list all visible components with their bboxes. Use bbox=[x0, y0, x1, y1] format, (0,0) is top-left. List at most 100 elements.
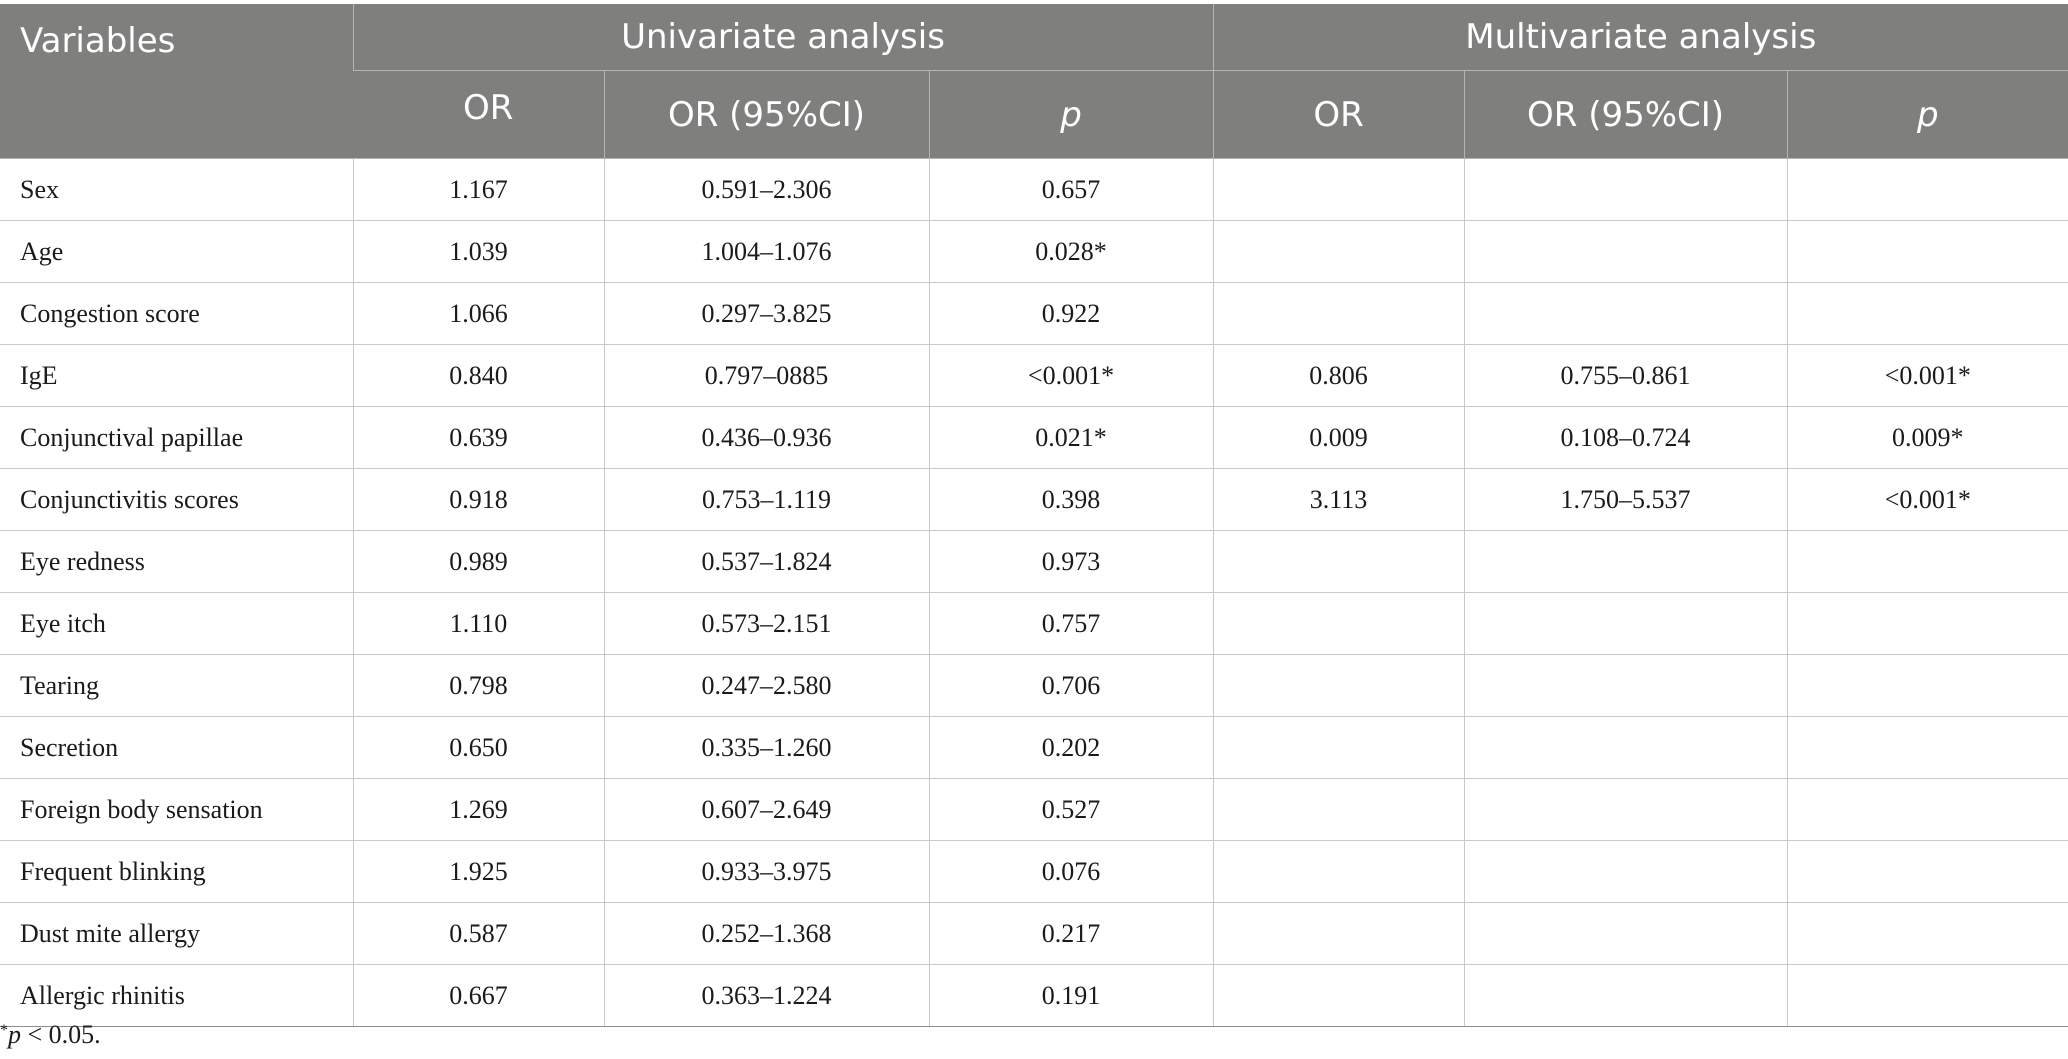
header-univariate: Univariate analysis bbox=[352, 4, 1214, 71]
cell-univariate-ci: 0.591–2.306 bbox=[603, 158, 930, 221]
cell-univariate-or: 1.925 bbox=[352, 840, 605, 903]
table-row: Congestion score 1.066 0.297–3.825 0.922 bbox=[0, 282, 2068, 345]
cell-univariate-or: 1.066 bbox=[352, 282, 605, 345]
cell-univariate-ci: 0.247–2.580 bbox=[603, 654, 930, 717]
cell-univariate-ci: 0.607–2.649 bbox=[603, 778, 930, 841]
header-multivariate-p: p bbox=[1786, 70, 2068, 159]
cell-univariate-p: 0.398 bbox=[928, 468, 1214, 531]
cell-univariate-or: 0.587 bbox=[352, 902, 605, 965]
cell-univariate-p: 0.706 bbox=[928, 654, 1214, 717]
footnote: *p < 0.05. bbox=[0, 1020, 101, 1050]
cell-multivariate-p bbox=[1786, 654, 2068, 717]
cell-multivariate-or bbox=[1212, 158, 1465, 221]
footnote-text: < 0.05. bbox=[21, 1020, 101, 1049]
cell-variable: Conjunctivitis scores bbox=[0, 468, 354, 531]
cell-univariate-ci: 0.797–0885 bbox=[603, 344, 930, 407]
cell-multivariate-ci bbox=[1463, 592, 1788, 655]
cell-multivariate-ci bbox=[1463, 282, 1788, 345]
cell-univariate-or: 0.667 bbox=[352, 964, 605, 1027]
cell-univariate-or: 1.269 bbox=[352, 778, 605, 841]
cell-univariate-p: 0.757 bbox=[928, 592, 1214, 655]
cell-multivariate-p bbox=[1786, 158, 2068, 221]
cell-univariate-p: <0.001* bbox=[928, 344, 1214, 407]
cell-variable: Conjunctival papillae bbox=[0, 406, 354, 469]
cell-multivariate-ci bbox=[1463, 902, 1788, 965]
cell-multivariate-p bbox=[1786, 840, 2068, 903]
cell-multivariate-ci bbox=[1463, 778, 1788, 841]
cell-multivariate-p: <0.001* bbox=[1786, 344, 2068, 407]
cell-univariate-or: 0.840 bbox=[352, 344, 605, 407]
table-row: Age 1.039 1.004–1.076 0.028* bbox=[0, 220, 2068, 283]
header-variables: Variables bbox=[0, 4, 353, 159]
cell-variable: Dust mite allergy bbox=[0, 902, 354, 965]
cell-univariate-ci: 1.004–1.076 bbox=[603, 220, 930, 283]
cell-multivariate-p bbox=[1786, 282, 2068, 345]
cell-multivariate-p bbox=[1786, 964, 2068, 1027]
table-row: Foreign body sensation 1.269 0.607–2.649 0.… bbox=[0, 778, 2068, 841]
cell-multivariate-ci bbox=[1463, 840, 1788, 903]
cell-univariate-p: 0.028* bbox=[928, 220, 1214, 283]
cell-univariate-or: 1.110 bbox=[352, 592, 605, 655]
cell-univariate-or: 0.650 bbox=[352, 716, 605, 779]
cell-variable: Age bbox=[0, 220, 354, 283]
header-univariate-ci: OR (95%CI) bbox=[603, 70, 929, 159]
table-row: Sex 1.167 0.591–2.306 0.657 bbox=[0, 158, 2068, 221]
cell-multivariate-or bbox=[1212, 902, 1465, 965]
cell-univariate-p: 0.922 bbox=[928, 282, 1214, 345]
cell-multivariate-or: 0.806 bbox=[1212, 344, 1465, 407]
results-table: Variables Univariate analysis Multivaria… bbox=[0, 4, 2068, 1027]
cell-multivariate-or bbox=[1212, 778, 1465, 841]
cell-multivariate-ci: 0.755–0.861 bbox=[1463, 344, 1788, 407]
cell-multivariate-or bbox=[1212, 592, 1465, 655]
cell-multivariate-p bbox=[1786, 220, 2068, 283]
cell-univariate-p: 0.527 bbox=[928, 778, 1214, 841]
table-row: Eye itch 1.110 0.573–2.151 0.757 bbox=[0, 592, 2068, 655]
cell-multivariate-ci bbox=[1463, 964, 1788, 1027]
cell-multivariate-or bbox=[1212, 530, 1465, 593]
cell-multivariate-or bbox=[1212, 964, 1465, 1027]
cell-univariate-ci: 0.537–1.824 bbox=[603, 530, 930, 593]
cell-multivariate-or: 3.113 bbox=[1212, 468, 1465, 531]
cell-multivariate-p bbox=[1786, 902, 2068, 965]
header-multivariate-ci: OR (95%CI) bbox=[1463, 70, 1788, 159]
cell-multivariate-or: 0.009 bbox=[1212, 406, 1465, 469]
cell-multivariate-ci bbox=[1463, 158, 1788, 221]
cell-multivariate-or bbox=[1212, 716, 1465, 779]
cell-univariate-p: 0.021* bbox=[928, 406, 1214, 469]
cell-variable: Foreign body sensation bbox=[0, 778, 354, 841]
cell-variable: Tearing bbox=[0, 654, 354, 717]
cell-univariate-ci: 0.335–1.260 bbox=[603, 716, 930, 779]
cell-multivariate-or bbox=[1212, 282, 1465, 345]
table-body: Sex 1.167 0.591–2.306 0.657 Age 1.039 1.004–1.… bbox=[0, 158, 2068, 1027]
cell-multivariate-p bbox=[1786, 716, 2068, 779]
cell-multivariate-or bbox=[1212, 220, 1465, 283]
header-multivariate: Multivariate analysis bbox=[1212, 4, 2068, 71]
cell-univariate-or: 0.798 bbox=[352, 654, 605, 717]
cell-multivariate-p: 0.009* bbox=[1786, 406, 2068, 469]
header-multivariate-or: OR bbox=[1212, 70, 1465, 159]
cell-univariate-ci: 0.933–3.975 bbox=[603, 840, 930, 903]
table-row: Tearing 0.798 0.247–2.580 0.706 bbox=[0, 654, 2068, 717]
cell-univariate-p: 0.973 bbox=[928, 530, 1214, 593]
header-univariate-p: p bbox=[928, 70, 1214, 159]
table-row: Conjunctivitis scores 0.918 0.753–1.119 0.3… bbox=[0, 468, 2068, 531]
cell-univariate-p: 0.076 bbox=[928, 840, 1214, 903]
table-row: Eye redness 0.989 0.537–1.824 0.973 bbox=[0, 530, 2068, 593]
cell-multivariate-ci bbox=[1463, 530, 1788, 593]
cell-multivariate-or bbox=[1212, 654, 1465, 717]
table-row: Allergic rhinitis 0.667 0.363–1.224 0.191 bbox=[0, 964, 2068, 1027]
cell-univariate-ci: 0.252–1.368 bbox=[603, 902, 930, 965]
cell-variable: Allergic rhinitis bbox=[0, 964, 354, 1027]
cell-univariate-ci: 0.573–2.151 bbox=[603, 592, 930, 655]
cell-multivariate-or bbox=[1212, 840, 1465, 903]
cell-univariate-ci: 0.436–0.936 bbox=[603, 406, 930, 469]
cell-univariate-or: 0.918 bbox=[352, 468, 605, 531]
footnote-symbol: p bbox=[8, 1020, 21, 1049]
cell-variable: IgE bbox=[0, 344, 354, 407]
cell-univariate-ci: 0.363–1.224 bbox=[603, 964, 930, 1027]
table-row: Dust mite allergy 0.587 0.252–1.368 0.217 bbox=[0, 902, 2068, 965]
cell-multivariate-ci bbox=[1463, 654, 1788, 717]
cell-multivariate-ci: 0.108–0.724 bbox=[1463, 406, 1788, 469]
cell-variable: Secretion bbox=[0, 716, 354, 779]
cell-variable: Eye redness bbox=[0, 530, 354, 593]
